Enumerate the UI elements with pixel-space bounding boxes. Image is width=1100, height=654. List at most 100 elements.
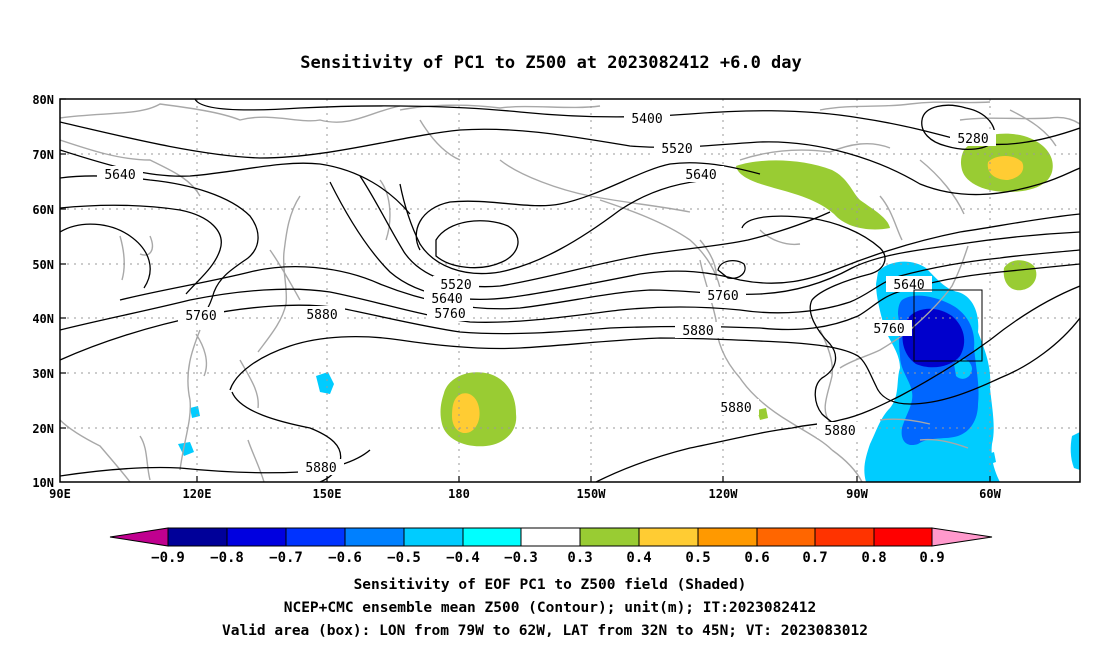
contour-line <box>119 231 1080 310</box>
colorbar-label: 0.5 <box>685 550 710 566</box>
colorbar-label: −0.8 <box>210 550 244 566</box>
lon-label: 60W <box>979 487 1001 501</box>
tick-marks <box>60 98 991 482</box>
colorbar-label: 0.4 <box>626 550 651 566</box>
colorbar-cell <box>167 527 228 547</box>
lon-label: 90E <box>49 487 71 501</box>
contour-line <box>229 317 1080 405</box>
contour-line <box>435 220 519 269</box>
map-title: Sensitivity of PC1 to Z500 at 2023082412… <box>300 53 802 73</box>
colorbar-cell <box>814 527 875 547</box>
contour-line <box>415 162 761 251</box>
lon-label: 150E <box>313 487 342 501</box>
caption-line-2: NCEP+CMC ensemble mean Z500 (Contour); u… <box>284 600 817 616</box>
negative-speck-scs <box>178 442 194 456</box>
figure-caption: Sensitivity of EOF PC1 to Z500 field (Sh… <box>222 577 868 639</box>
caption-line-1: Sensitivity of EOF PC1 to Z500 field (Sh… <box>354 577 747 593</box>
lat-label: 80N <box>32 93 54 107</box>
colorbar-label: 0.6 <box>744 550 769 566</box>
colorbar-cell <box>579 527 640 547</box>
contour-label: 5880 <box>306 308 337 323</box>
coastlines <box>60 101 1080 482</box>
negative-spot-atlantic <box>954 359 972 379</box>
contour-label: 5760 <box>185 309 216 324</box>
lat-label: 20N <box>32 422 54 436</box>
contour-label: 5520 <box>661 142 692 157</box>
caption-line-3: Valid area (box): LON from 79W to 62W, L… <box>222 623 868 639</box>
colorbar-cell <box>873 527 933 547</box>
lat-label: 40N <box>32 312 54 326</box>
lon-label: 120W <box>709 487 739 501</box>
lat-label: 30N <box>32 367 54 381</box>
contour-label: 5760 <box>434 307 465 322</box>
contour-line <box>60 121 1080 196</box>
contour-label: 5880 <box>720 401 751 416</box>
contour-label: 5880 <box>682 324 713 339</box>
colorbar-label: 0.8 <box>861 550 886 566</box>
colorbar-label: −0.9 <box>151 550 185 566</box>
contour-label: 5760 <box>707 289 738 304</box>
colorbar-label: 0.9 <box>919 550 944 566</box>
contour-line <box>329 181 1080 300</box>
contour-label: 5280 <box>957 132 988 147</box>
colorbar-cell <box>344 527 405 547</box>
lon-label: 180 <box>448 487 470 501</box>
contour-label: 5760 <box>873 322 904 337</box>
colorbar-cell <box>931 527 993 547</box>
contour-line <box>60 249 1080 331</box>
positive-area-atlantic <box>1003 260 1037 291</box>
sensitivity-shading <box>178 133 1080 482</box>
contour-line <box>359 175 831 288</box>
lat-label: 10N <box>32 476 54 490</box>
contour-line <box>60 204 222 295</box>
negative-speck-east-edge <box>1070 432 1080 470</box>
colorbar-cell <box>756 527 816 547</box>
colorbar-label: −0.6 <box>328 550 362 566</box>
contour-label: 5880 <box>305 461 336 476</box>
contour-line <box>399 179 711 275</box>
colorbar-cell <box>638 527 699 547</box>
colorbar-label: −0.7 <box>269 550 303 566</box>
positive-area-canada <box>736 160 890 230</box>
colorbar-label: −0.4 <box>446 550 480 566</box>
graticule <box>60 99 1080 482</box>
lat-label: 50N <box>32 258 54 272</box>
valid-area-box <box>913 289 983 362</box>
lon-label: 90W <box>846 487 868 501</box>
contour-line <box>60 223 151 289</box>
contour-line <box>595 285 1080 482</box>
contour-label: 5520 <box>440 278 471 293</box>
negative-speck-pacific <box>316 372 334 394</box>
positive-core-central-pacific <box>452 393 480 434</box>
lat-label: 60N <box>32 203 54 217</box>
map-frame <box>59 98 1081 483</box>
colorbar-label: 0.3 <box>567 550 592 566</box>
colorbar-cell <box>462 527 522 547</box>
contour-label: 5640 <box>104 168 135 183</box>
colorbar: −0.9 −0.8 −0.7 −0.6 −0.5 −0.4 −0.3 0.3 0… <box>109 527 993 566</box>
contour-line <box>717 259 746 279</box>
colorbar-label: 0.7 <box>802 550 827 566</box>
contour-label: 5640 <box>431 292 462 307</box>
colorbar-cell <box>403 527 464 547</box>
colorbar-label: −0.3 <box>504 550 538 566</box>
lon-label: 150W <box>577 487 607 501</box>
contour-label: 5880 <box>824 424 855 439</box>
colorbar-cell <box>226 527 287 547</box>
colorbar-cell <box>109 527 169 547</box>
colorbar-cell <box>697 527 758 547</box>
latitude-labels: 80N 70N 60N 50N 40N 30N 20N 10N <box>32 93 54 490</box>
map-panel: 5400 5520 5640 5280 5640 5520 5640 5760 … <box>60 99 1080 482</box>
contour-label: 5400 <box>631 112 662 127</box>
contour-line <box>741 215 886 431</box>
lat-label: 70N <box>32 148 54 162</box>
negative-speck-atlantic-small <box>988 452 996 464</box>
contour-label: 5640 <box>893 278 924 293</box>
lon-label: 120E <box>183 487 212 501</box>
positive-speck-mexico <box>757 408 768 420</box>
longitude-labels: 90E 120E 150E 180 150W 120W 90W 60W <box>49 487 1001 501</box>
positive-core-greenland <box>987 156 1024 180</box>
colorbar-label: −0.5 <box>387 550 421 566</box>
colorbar-cell <box>285 527 346 547</box>
